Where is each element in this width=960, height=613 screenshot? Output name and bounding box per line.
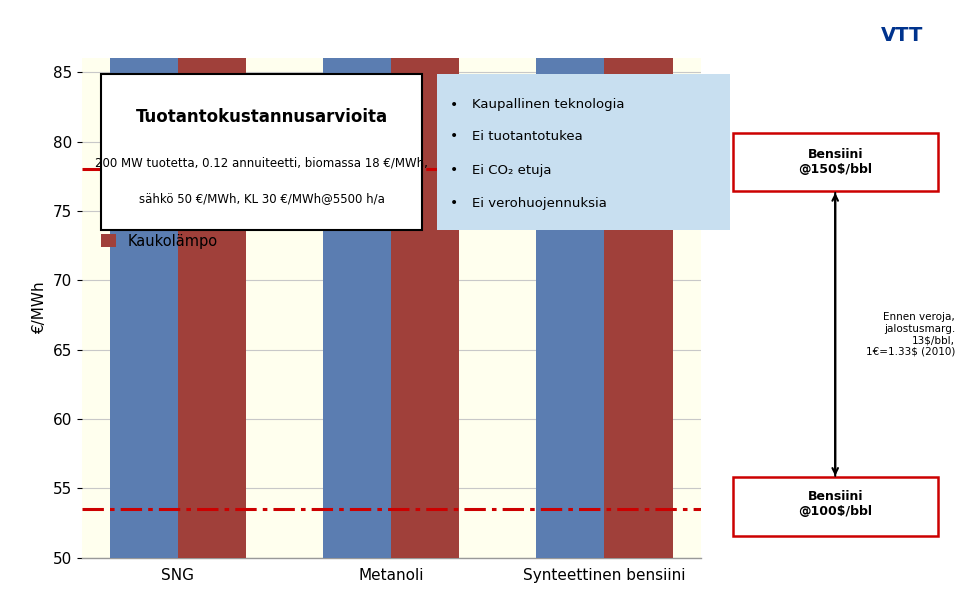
FancyBboxPatch shape — [101, 74, 422, 230]
Bar — [178, 0, 246, 558]
Text: •: • — [450, 129, 459, 143]
Y-axis label: €/MWh: €/MWh — [32, 282, 47, 334]
Bar — [605, 0, 673, 558]
Text: •: • — [450, 196, 459, 210]
FancyBboxPatch shape — [732, 133, 938, 191]
Text: •: • — [450, 98, 459, 112]
Text: 200 MW tuotetta, 0.12 annuiteetti, biomassa 18 €/MWh,: 200 MW tuotetta, 0.12 annuiteetti, bioma… — [95, 156, 428, 169]
Text: •: • — [450, 164, 459, 178]
FancyBboxPatch shape — [732, 478, 938, 536]
Text: Ei tuotantotukea: Ei tuotantotukea — [472, 129, 583, 143]
Text: sähkö 50 €/MWh, KL 30 €/MWh@5500 h/a: sähkö 50 €/MWh, KL 30 €/MWh@5500 h/a — [138, 192, 385, 205]
Text: Bensiini
@150$/bbl: Bensiini @150$/bbl — [798, 148, 873, 177]
Bar — [392, 0, 460, 558]
Text: 5: 5 — [826, 16, 835, 30]
Text: Ennen veroja,
jalostusmarg.
13$/bbl,
1€=1.33$ (2010): Ennen veroja, jalostusmarg. 13$/bbl, 1€=… — [866, 312, 955, 357]
Legend: Lauhde, Kaukolämpo: Lauhde, Kaukolämpo — [95, 205, 223, 254]
Bar — [109, 0, 178, 558]
Text: Kaupallinen teknologia: Kaupallinen teknologia — [472, 98, 624, 112]
Text: Ei verohuojennuksia: Ei verohuojennuksia — [472, 197, 607, 210]
Text: VTT: VTT — [881, 26, 924, 45]
Bar — [323, 0, 391, 558]
Text: Tuotantokustannusarvioita: Tuotantokustannusarvioita — [135, 109, 388, 126]
Text: 11.12.2013: 11.12.2013 — [725, 17, 792, 29]
FancyBboxPatch shape — [437, 74, 730, 230]
Text: Bensiini
@100$/bbl: Bensiini @100$/bbl — [798, 490, 873, 518]
Text: Ei CO₂ etuja: Ei CO₂ etuja — [472, 164, 551, 177]
Bar — [537, 0, 605, 558]
